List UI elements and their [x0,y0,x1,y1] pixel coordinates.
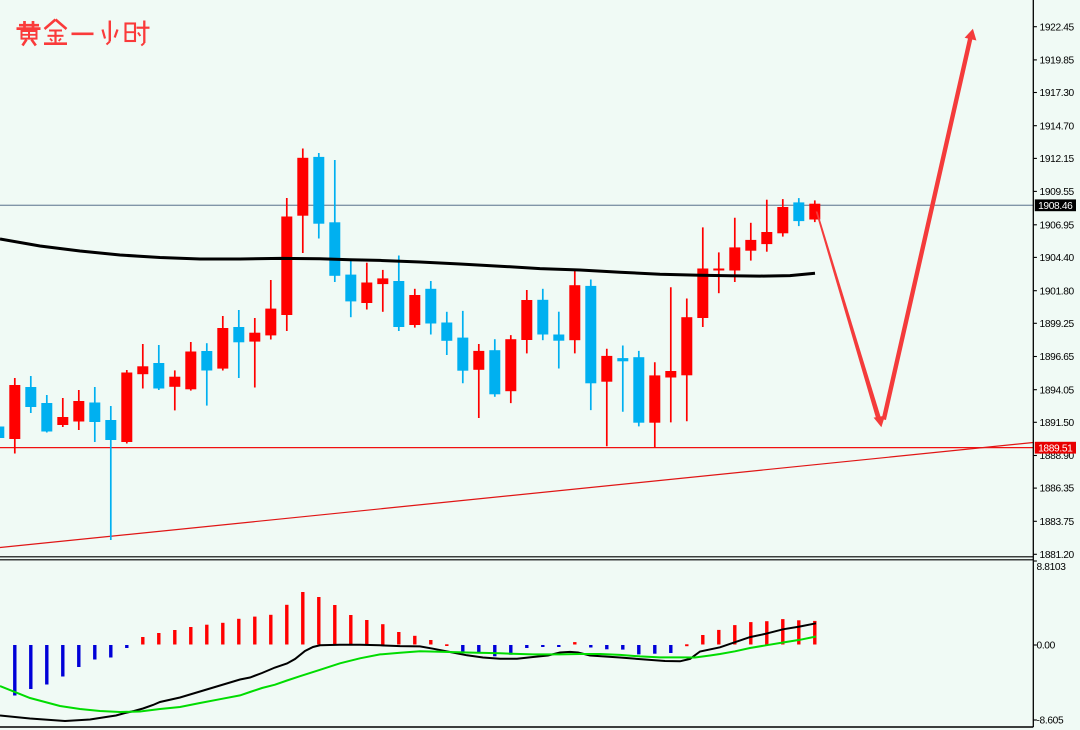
svg-text:0.00: 0.00 [1037,641,1056,652]
svg-text:1886.35: 1886.35 [1040,484,1075,495]
svg-text:1894.05: 1894.05 [1040,385,1075,396]
svg-text:1904.40: 1904.40 [1040,253,1075,264]
svg-text:1888.90: 1888.90 [1040,451,1075,462]
svg-text:1899.25: 1899.25 [1040,319,1075,330]
svg-text:8.8103: 8.8103 [1037,562,1067,573]
svg-text:-8.605: -8.605 [1037,716,1064,727]
svg-text:1889.51: 1889.51 [1038,444,1073,455]
svg-text:1908.46: 1908.46 [1038,201,1073,212]
svg-text:1883.75: 1883.75 [1040,517,1075,528]
svg-text:1914.70: 1914.70 [1040,121,1075,132]
svg-text:1922.45: 1922.45 [1040,22,1075,33]
svg-text:1881.20: 1881.20 [1040,550,1075,561]
svg-text:1912.15: 1912.15 [1040,154,1075,165]
svg-text:1906.95: 1906.95 [1040,220,1075,231]
svg-text:1919.85: 1919.85 [1040,56,1075,67]
svg-text:1896.65: 1896.65 [1040,352,1075,363]
svg-text:1909.55: 1909.55 [1040,187,1075,198]
svg-text:1891.50: 1891.50 [1040,418,1075,429]
svg-text:1901.80: 1901.80 [1040,286,1075,297]
svg-text:1917.30: 1917.30 [1040,88,1075,99]
